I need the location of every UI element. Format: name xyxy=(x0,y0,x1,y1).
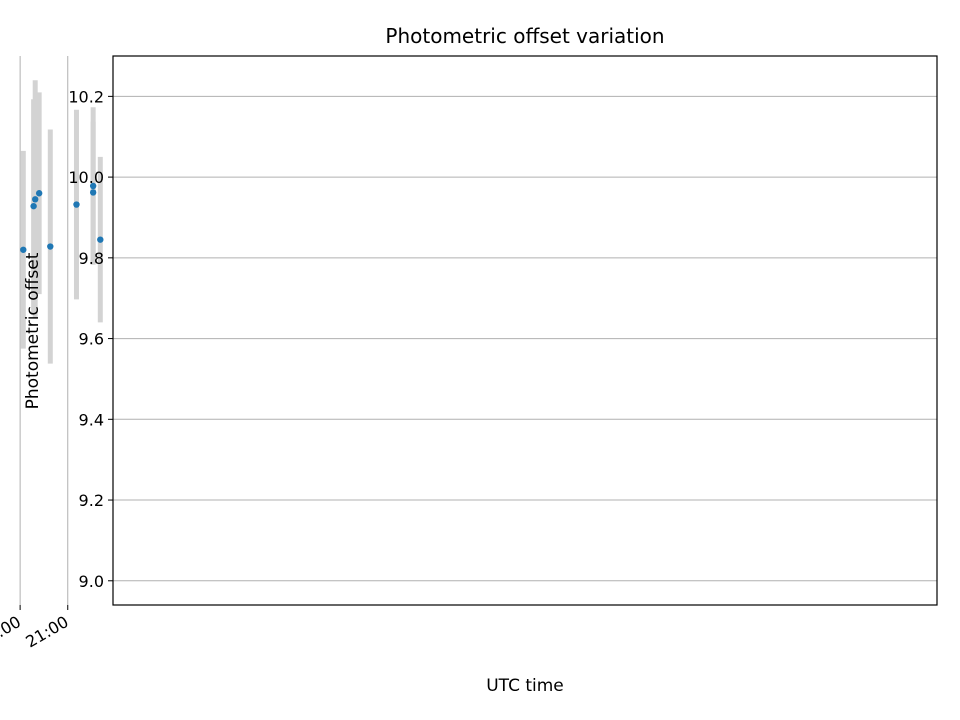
data-points xyxy=(20,182,104,253)
plot-frame xyxy=(112,55,938,606)
data-point xyxy=(35,190,43,197)
y-axis-label: Photometric offset xyxy=(23,252,43,409)
data-point xyxy=(73,201,80,208)
data-point xyxy=(47,243,54,250)
y-tick-label: 9.8 xyxy=(79,249,104,268)
x-axis-label: UTC time xyxy=(486,676,564,696)
data-point xyxy=(30,202,37,210)
y-axis-ticks: 9.0 9.2 9.4 9.6 9.8 10.0 10.2 xyxy=(68,87,113,591)
data-point xyxy=(89,189,97,196)
y-tick-label: 9.6 xyxy=(79,330,104,349)
data-point xyxy=(32,196,39,203)
x-tick-label: 22:00 xyxy=(0,612,24,652)
y-tick-label: 10.0 xyxy=(68,168,104,187)
y-tick-label: 9.2 xyxy=(79,491,104,510)
x-tick-label: 21:00 xyxy=(22,612,71,652)
y-tick-label: 9.4 xyxy=(79,410,104,429)
y-tick-label: 9.0 xyxy=(79,572,104,591)
grid-lines xyxy=(19,56,937,605)
data-point xyxy=(97,236,104,243)
data-point xyxy=(20,246,27,253)
data-point xyxy=(89,182,97,190)
y-tick-label: 10.2 xyxy=(68,87,104,106)
chart-title: Photometric offset variation xyxy=(385,24,664,48)
